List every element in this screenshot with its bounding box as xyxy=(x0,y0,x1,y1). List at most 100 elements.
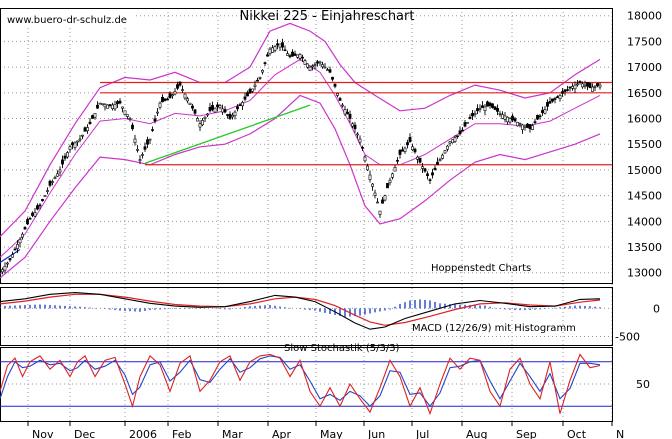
candle-body xyxy=(113,104,117,110)
candle-body xyxy=(96,104,99,109)
candle-body xyxy=(386,182,389,189)
candle-body xyxy=(8,258,12,261)
candle-body xyxy=(463,122,467,127)
candle-body xyxy=(293,53,297,56)
candle-body xyxy=(3,265,7,271)
month-label: Feb xyxy=(172,428,191,439)
candle-body xyxy=(216,104,219,108)
candle-body xyxy=(408,137,412,142)
candle-body xyxy=(123,110,127,115)
candle-body xyxy=(458,130,462,135)
candle-body xyxy=(286,53,289,56)
candle-body xyxy=(383,195,387,201)
month-label: Mar xyxy=(222,428,243,439)
macd-line xyxy=(0,292,601,330)
candle-body xyxy=(371,183,374,187)
price-panel xyxy=(0,22,612,279)
month-label: N xyxy=(616,428,624,439)
candle-body xyxy=(396,160,399,162)
candle-body xyxy=(256,79,259,82)
candle-body xyxy=(586,82,589,87)
trend-arrow xyxy=(0,249,21,263)
candle-body xyxy=(486,101,489,107)
candle-body xyxy=(466,122,469,124)
chart-title: Nikkei 225 - Einjahreschart xyxy=(240,9,415,24)
candle-body xyxy=(531,125,534,130)
candle-body xyxy=(26,219,29,225)
candle-body xyxy=(551,98,554,102)
candle-body xyxy=(203,116,207,119)
candle-body xyxy=(173,91,177,95)
candle-body xyxy=(146,139,149,145)
candle-body xyxy=(228,113,232,119)
candle-body xyxy=(453,137,457,142)
price-tick-label: 13500 xyxy=(627,241,662,254)
candle-body xyxy=(346,111,349,115)
candle-body xyxy=(441,154,444,159)
candle-body xyxy=(546,102,549,107)
candle-body xyxy=(241,102,244,107)
candle-body xyxy=(476,108,479,112)
candle-body xyxy=(213,107,217,113)
candle-body xyxy=(143,146,147,150)
candle-body xyxy=(543,109,547,114)
candle-body xyxy=(98,102,102,105)
candle-body xyxy=(218,105,222,109)
candle-body xyxy=(76,140,79,143)
candle-body xyxy=(398,150,402,155)
candle-body xyxy=(518,123,522,125)
moving-average-line xyxy=(0,58,601,258)
candle-body xyxy=(66,152,69,158)
candle-body xyxy=(526,123,529,128)
month-label: Aug xyxy=(466,428,487,439)
candle-body xyxy=(116,101,119,105)
candle-body xyxy=(191,105,194,109)
candle-body xyxy=(416,156,419,160)
candle-body xyxy=(421,166,424,169)
candle-body xyxy=(341,104,344,107)
candle-body xyxy=(456,135,459,138)
candle-body xyxy=(23,227,27,230)
candle-body xyxy=(83,127,87,132)
candle-body xyxy=(326,69,329,71)
candle-body xyxy=(178,81,182,86)
candle-body xyxy=(298,53,302,59)
candle-body xyxy=(31,212,34,216)
candle-body xyxy=(431,172,434,176)
macd-frame xyxy=(0,287,613,346)
candle-body xyxy=(48,180,52,186)
candle-body xyxy=(11,254,14,258)
candle-body xyxy=(211,105,214,110)
candle-body xyxy=(131,124,134,130)
price-tick-label: 14000 xyxy=(627,215,662,228)
candle-body xyxy=(573,84,577,90)
price-tick-label: 17500 xyxy=(627,35,662,48)
candle-body xyxy=(523,125,527,128)
candle-body xyxy=(271,47,274,53)
month-label: Sep xyxy=(516,428,537,439)
candle-body xyxy=(268,48,272,55)
candle-body xyxy=(443,150,447,154)
month-label: Apr xyxy=(272,428,292,439)
candle-body xyxy=(313,64,317,66)
price-tick-label: 18000 xyxy=(627,10,662,23)
price-tick-label: 16500 xyxy=(627,87,662,100)
candle-body xyxy=(436,161,439,166)
candle-body xyxy=(43,195,47,197)
candle-body xyxy=(356,133,359,136)
price-tick-label: 17000 xyxy=(627,61,662,74)
candle-body xyxy=(528,124,532,130)
candle-body xyxy=(13,248,17,251)
candle-body xyxy=(106,104,109,109)
candle-body xyxy=(188,102,192,105)
candle-body xyxy=(548,101,552,104)
candle-body xyxy=(251,88,254,92)
candle-body xyxy=(448,141,452,144)
candle-body xyxy=(598,84,602,88)
stochastic-panel xyxy=(0,353,612,416)
candle-body xyxy=(183,93,187,99)
candle-body xyxy=(391,173,394,178)
candle-body xyxy=(73,142,77,148)
candle-body xyxy=(136,149,139,151)
candle-body xyxy=(103,104,107,108)
